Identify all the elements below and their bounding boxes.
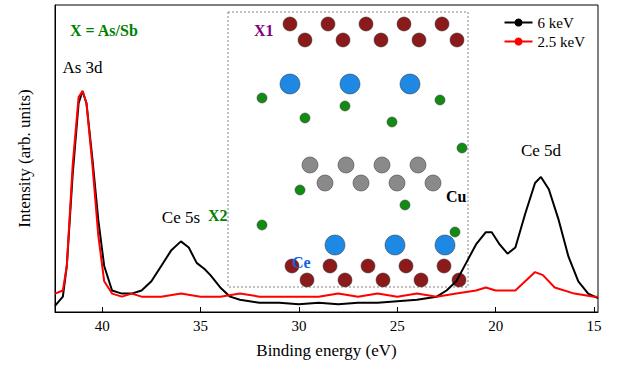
svg-text:Ce 5s: Ce 5s [162, 208, 200, 227]
svg-text:Intensity (arb. units): Intensity (arb. units) [15, 89, 34, 227]
svg-text:X = As/Sb: X = As/Sb [70, 22, 138, 39]
svg-text:As 3d: As 3d [62, 58, 103, 77]
svg-text:Binding energy (eV): Binding energy (eV) [256, 341, 396, 360]
svg-text:30: 30 [291, 318, 306, 334]
svg-text:6 keV: 6 keV [538, 15, 574, 31]
svg-text:15: 15 [587, 318, 602, 334]
svg-text:Ce 5d: Ce 5d [521, 141, 562, 160]
svg-text:X1: X1 [254, 22, 274, 39]
svg-text:Cu: Cu [446, 188, 467, 205]
svg-text:20: 20 [488, 318, 503, 334]
svg-text:2.5 keV: 2.5 keV [538, 34, 586, 50]
svg-text:40: 40 [95, 318, 110, 334]
svg-text:Ce: Ce [292, 254, 311, 271]
svg-text:35: 35 [193, 318, 208, 334]
svg-text:X2: X2 [208, 207, 228, 224]
svg-text:25: 25 [390, 318, 405, 334]
